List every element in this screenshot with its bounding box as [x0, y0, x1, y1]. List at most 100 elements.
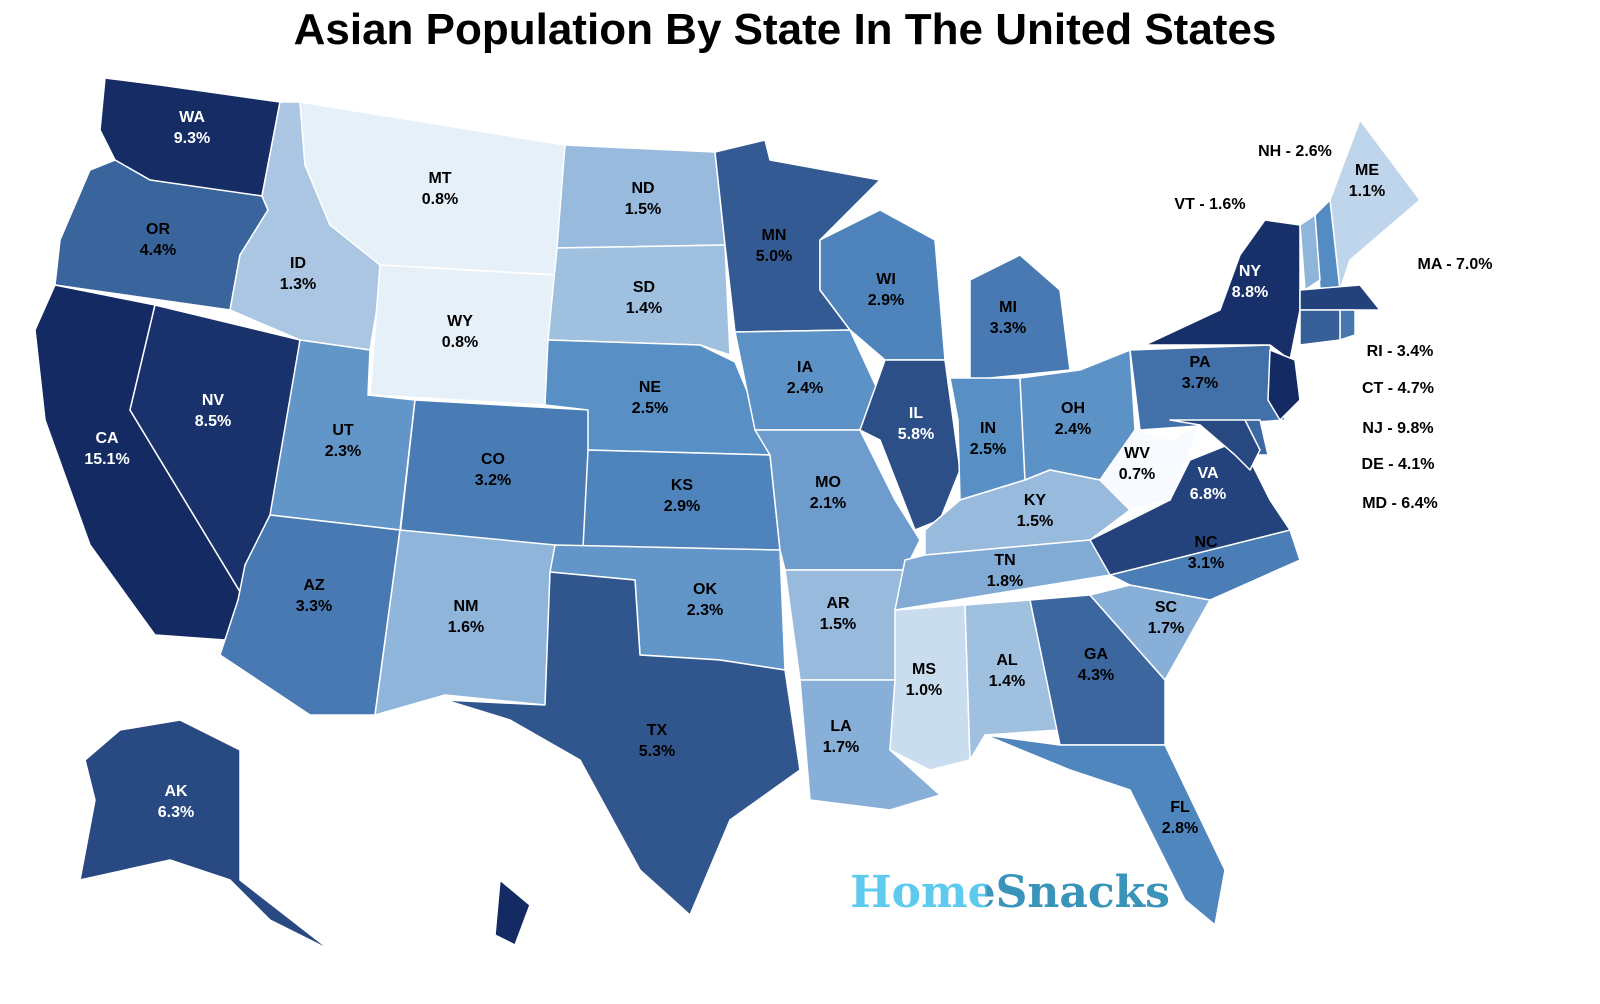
state-abbr: IA	[797, 359, 813, 376]
state-value: 6.8%	[1190, 486, 1226, 503]
state-value: 0.8%	[422, 191, 458, 208]
state-value: 2.1%	[810, 495, 846, 512]
state-value: 1.1%	[1349, 183, 1385, 200]
state-abbr: AL	[996, 652, 1018, 669]
state-value: 1.6%	[448, 619, 484, 636]
state-abbr: KY	[1024, 492, 1047, 509]
state-value: 1.5%	[625, 201, 661, 218]
state-abbr: SC	[1155, 599, 1178, 616]
state-value: 3.3%	[296, 598, 332, 615]
state-shape	[1129, 344, 1286, 431]
state-abbr: ID	[290, 255, 306, 272]
state-abbr: TN	[994, 552, 1015, 569]
state-value: 3.2%	[475, 472, 511, 489]
state-value: 9.3%	[174, 130, 210, 147]
state-value: 1.3%	[280, 276, 316, 293]
logo: HomeSnacks	[850, 867, 1170, 918]
state-value: 5.8%	[898, 426, 934, 443]
state-abbr: GA	[1084, 646, 1108, 663]
state-value: 4.3%	[1078, 667, 1114, 684]
state-shape	[1029, 594, 1166, 746]
state-abbr: LA	[830, 718, 852, 735]
state-callout: DE - 4.1%	[1362, 456, 1435, 473]
state-shape	[1267, 349, 1301, 421]
state-abbr: CO	[481, 451, 505, 468]
state-shape	[969, 254, 1071, 381]
state-value: 2.4%	[787, 380, 823, 397]
state-value: 5.3%	[639, 743, 675, 760]
state-abbr: NV	[202, 392, 225, 409]
state-abbr: MN	[762, 227, 787, 244]
state-abbr: NY	[1239, 263, 1262, 280]
state-shape	[949, 377, 1026, 501]
state-shape	[79, 719, 331, 951]
state-abbr: TX	[647, 722, 668, 739]
state-value: 3.7%	[1182, 375, 1218, 392]
state-value: 3.3%	[990, 320, 1026, 337]
state-callout: CT - 4.7%	[1362, 380, 1434, 397]
state-abbr: OH	[1061, 400, 1085, 417]
state-value: 0.8%	[442, 334, 478, 351]
state-value: 6.3%	[158, 804, 194, 821]
state-value: 1.5%	[1017, 513, 1053, 530]
state-callout: NH - 2.6%	[1258, 143, 1332, 160]
state-callout: MD - 6.4%	[1362, 495, 1438, 512]
state-callout: MA - 7.0%	[1418, 256, 1493, 273]
state-value: 1.7%	[1148, 620, 1184, 637]
state-value: 1.5%	[820, 616, 856, 633]
state-value: 4.4%	[140, 242, 176, 259]
state-value: 1.4%	[989, 673, 1025, 690]
state-abbr: IL	[909, 405, 923, 422]
state-labels: WA 9.3% OR 4.4% CA 15.1% NV 8.5% ID 1.3% MT 0.8% WY 0…	[84, 109, 1492, 943]
state-abbr: NE	[639, 379, 662, 396]
state-abbr: KS	[671, 477, 694, 494]
state-shape	[1329, 119, 1421, 291]
state-shape	[444, 571, 801, 916]
state-value: 2.3%	[687, 602, 723, 619]
state-value: 2.3%	[325, 443, 361, 460]
state-value: 1.0%	[906, 682, 942, 699]
state-shape	[964, 599, 1061, 761]
state-value: 1.4%	[626, 300, 662, 317]
state-abbr: SD	[633, 279, 655, 296]
state-value: 2.4%	[1055, 421, 1091, 438]
state-abbr: AZ	[303, 577, 325, 594]
state-callout: RI - 3.4%	[1367, 343, 1434, 360]
state-abbr: AR	[826, 595, 850, 612]
state-abbr: ME	[1355, 162, 1379, 179]
state-abbr: CA	[95, 430, 119, 447]
state-abbr: MI	[999, 299, 1017, 316]
state-shape	[1299, 284, 1381, 311]
state-abbr: ND	[631, 180, 654, 197]
state-value: 2.8%	[1162, 820, 1198, 837]
state-abbr: MT	[428, 170, 451, 187]
state-shape	[984, 734, 1226, 926]
state-abbr: MS	[912, 661, 936, 678]
state-value: 8.5%	[195, 413, 231, 430]
state-shape	[374, 529, 556, 716]
state-value: 1.8%	[987, 573, 1023, 590]
state-value: 2.9%	[868, 292, 904, 309]
state-abbr: NC	[1194, 534, 1218, 551]
state-value: 36.7%	[550, 926, 595, 943]
states	[34, 77, 1421, 951]
state-shape	[1299, 214, 1321, 291]
state-callout: NJ - 9.8%	[1362, 420, 1433, 437]
state-value: 8.8%	[1232, 284, 1268, 301]
state-abbr: HI	[565, 905, 581, 922]
state-abbr: IN	[980, 420, 996, 437]
state-abbr: WA	[179, 109, 205, 126]
state-value: 1.7%	[823, 739, 859, 756]
map-title: Asian Population By State In The United …	[294, 5, 1277, 54]
state-abbr: OK	[693, 581, 717, 598]
state-abbr: UT	[332, 422, 354, 439]
state-abbr: WY	[447, 313, 473, 330]
state-value: 2.5%	[632, 400, 668, 417]
state-shape	[1299, 309, 1341, 346]
state-abbr: MO	[815, 474, 841, 491]
state-abbr: OR	[146, 221, 170, 238]
state-abbr: AK	[164, 783, 188, 800]
state-abbr: WV	[1124, 445, 1150, 462]
